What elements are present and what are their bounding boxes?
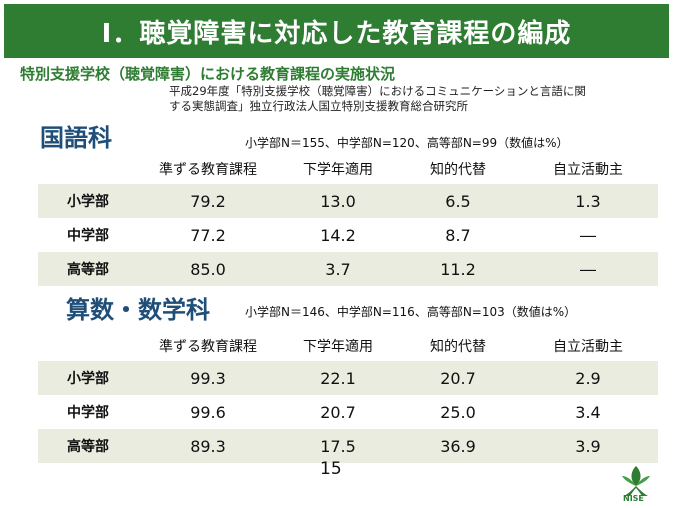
- table-cell: ―: [518, 252, 658, 286]
- title-bar: Ⅰ．聴覚障害に対応した教育課程の編成: [4, 4, 669, 58]
- table-cell: 8.7: [445, 225, 471, 245]
- table-cell: 85.0: [138, 252, 278, 286]
- table-cell: 20.7: [320, 402, 356, 422]
- table-cell: 11.2: [398, 252, 518, 286]
- table-header-row: 準ずる教育課程 下学年適用 知的代替 自立活動主: [38, 331, 658, 361]
- header-cell: 自立活動主: [553, 339, 623, 355]
- table-row: 小学部 79.2 13.0 6.5 1.3: [38, 184, 658, 218]
- table-cell: 25.0: [440, 402, 476, 422]
- row-label: 小学部: [38, 184, 138, 218]
- table-sansu: 準ずる教育課程 下学年適用 知的代替 自立活動主 小学部 99.3 22.1 2…: [38, 331, 658, 463]
- header-cell: 自立活動主: [553, 162, 623, 178]
- header-cell: 知的代替: [430, 339, 486, 355]
- table-cell: 3.7: [278, 252, 398, 286]
- table-cell: 14.2: [320, 225, 356, 245]
- page-number: 15: [320, 459, 342, 479]
- table-cell: ―: [580, 225, 596, 245]
- nise-logo-icon: [622, 466, 650, 496]
- table-kokugo: 準ずる教育課程 下学年適用 知的代替 自立活動主 小学部 79.2 13.0 6…: [38, 154, 658, 286]
- row-label: 中学部: [67, 405, 109, 421]
- table-cell: 17.5: [278, 429, 398, 463]
- table-cell: 2.9: [518, 361, 658, 395]
- table-cell: 6.5: [398, 184, 518, 218]
- table-row: 高等部 89.3 17.5 36.9 3.9: [38, 429, 658, 463]
- row-label: 中学部: [67, 228, 109, 244]
- table-row: 小学部 99.3 22.1 20.7 2.9: [38, 361, 658, 395]
- table-row: 中学部 99.6 20.7 25.0 3.4: [38, 395, 658, 429]
- slide-title: Ⅰ．聴覚障害に対応した教育課程の編成: [101, 18, 572, 49]
- table-cell: 36.9: [398, 429, 518, 463]
- row-label: 高等部: [38, 429, 138, 463]
- table-cell: 3.4: [575, 402, 601, 422]
- table-cell: 79.2: [138, 184, 278, 218]
- logo-text: NISE: [623, 494, 644, 503]
- table-cell: 99.3: [138, 361, 278, 395]
- header-cell: [38, 331, 138, 361]
- table-row: 高等部 85.0 3.7 11.2 ―: [38, 252, 658, 286]
- section-title-sansu: 算数・数学科: [66, 296, 210, 324]
- table-cell: 22.1: [278, 361, 398, 395]
- table-cell: 99.6: [190, 402, 226, 422]
- table-cell: 77.2: [190, 225, 226, 245]
- table-row: 中学部 77.2 14.2 8.7 ―: [38, 218, 658, 252]
- slide-subtitle: 特別支援学校（聴覚障害）における教育課程の実施状況: [20, 65, 396, 83]
- row-label: 小学部: [38, 361, 138, 395]
- table-cell: 1.3: [518, 184, 658, 218]
- header-cell: 知的代替: [430, 162, 486, 178]
- table-cell: 13.0: [278, 184, 398, 218]
- table-cell: 3.9: [518, 429, 658, 463]
- header-cell: 下学年適用: [303, 162, 373, 178]
- header-cell: [38, 154, 138, 184]
- section-note-sansu: 小学部N＝146、中学部N=116、高等部N=103（数値は%）: [245, 305, 577, 319]
- source-citation: 平成29年度「特別支援学校（聴覚障害）におけるコミュニケーションと言語に関 する…: [169, 84, 649, 114]
- table-cell: 89.3: [138, 429, 278, 463]
- table-cell: 20.7: [398, 361, 518, 395]
- source-line-2: する実態調査」独立行政法人国立特別支援教育総合研究所: [169, 99, 468, 113]
- header-cell: 準ずる教育課程: [159, 162, 257, 178]
- section-title-kokugo: 国語科: [40, 124, 112, 152]
- section-note-kokugo: 小学部N＝155、中学部N=120、高等部N=99（数値は%）: [245, 136, 569, 150]
- source-line-1: 平成29年度「特別支援学校（聴覚障害）におけるコミュニケーションと言語に関: [169, 84, 586, 98]
- header-cell: 下学年適用: [303, 339, 373, 355]
- table-header-row: 準ずる教育課程 下学年適用 知的代替 自立活動主: [38, 154, 658, 184]
- header-cell: 準ずる教育課程: [159, 339, 257, 355]
- row-label: 高等部: [38, 252, 138, 286]
